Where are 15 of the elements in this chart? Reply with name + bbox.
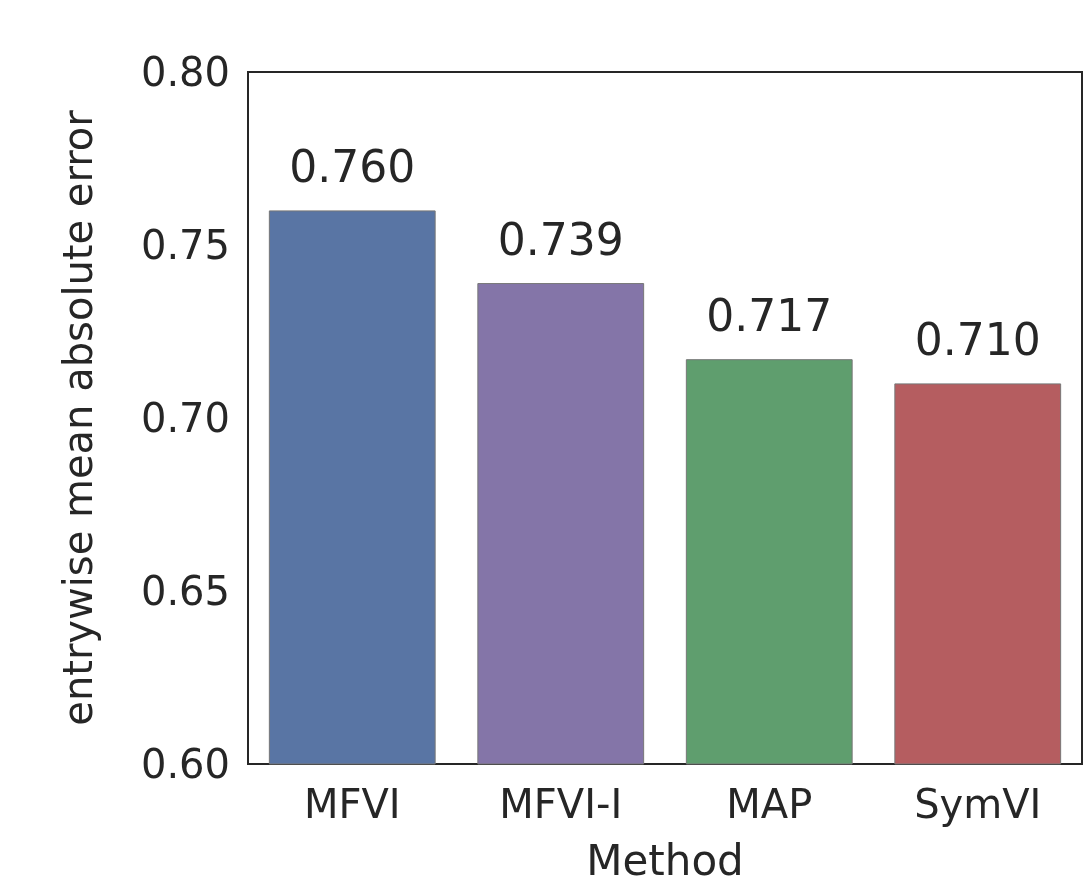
data-label: 0.760 xyxy=(289,140,416,192)
data-label: 0.717 xyxy=(706,289,833,341)
x-tick-label: MFVI-I xyxy=(499,781,623,827)
y-tick-label: 0.75 xyxy=(140,222,230,268)
data-label: 0.739 xyxy=(497,213,624,265)
y-tick-label: 0.80 xyxy=(140,49,230,95)
y-axis-title: entrywise mean absolute error xyxy=(55,109,101,726)
x-tick-label: MAP xyxy=(726,781,813,827)
data-label: 0.710 xyxy=(914,313,1041,365)
y-tick-label: 0.70 xyxy=(140,395,230,441)
y-tick-label: 0.65 xyxy=(140,568,230,614)
x-tick-label: SymVI xyxy=(914,781,1042,827)
x-tick-label: MFVI xyxy=(303,781,401,827)
y-tick-label: 0.60 xyxy=(140,741,230,787)
x-axis-title: Method xyxy=(586,835,744,885)
